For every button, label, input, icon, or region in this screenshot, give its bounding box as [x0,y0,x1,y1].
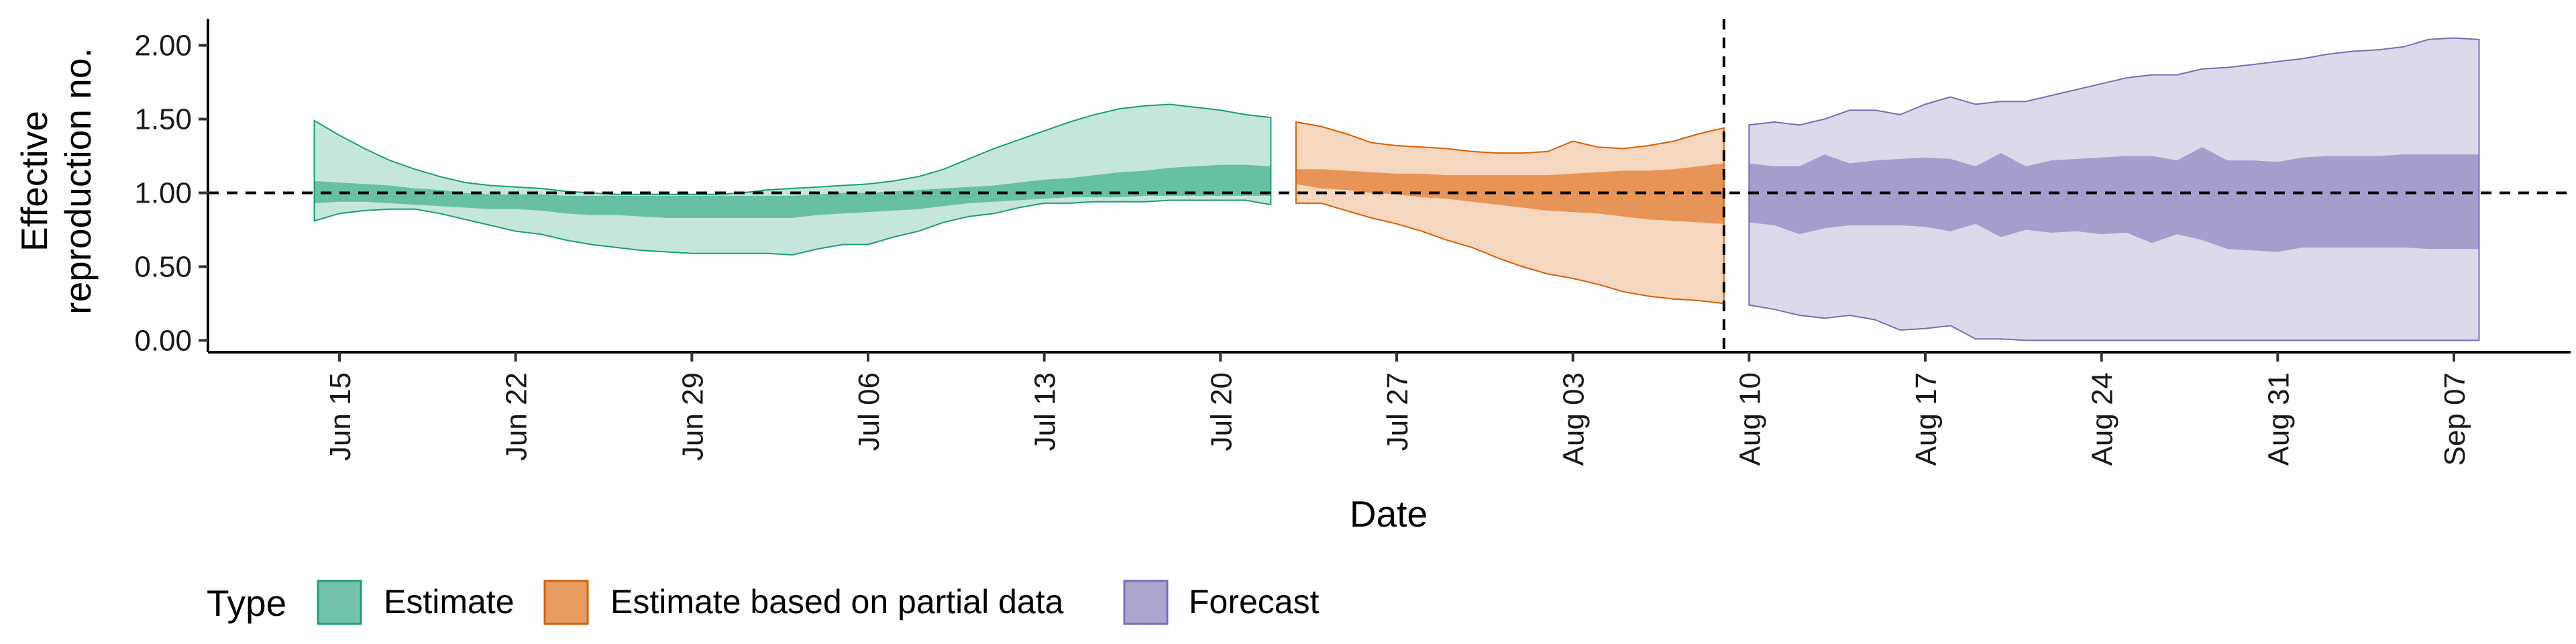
x-tick-label: Jun 15 [324,372,357,461]
y-tick-label: 1.00 [134,176,192,209]
y-tick-label: 2.00 [134,30,192,62]
legend: Type Estimate Estimate based on partial … [207,580,1320,625]
x-tick-label: Sep 07 [2438,372,2471,466]
x-tick-label: Jun 29 [676,372,709,461]
x-axis-label: Date [1350,493,1428,535]
x-tick-label: Aug 10 [1733,372,1766,466]
x-tick-label: Jun 22 [500,372,533,461]
y-axis-label-line1: Effective [13,111,55,252]
x-tick-label: Aug 03 [1558,372,1591,466]
x-axis-ticks: Jun 15 Jun 22 Jun 29 Jul 06 Jul 13 Jul 20 Jul … [324,352,2471,466]
x-tick-label: Jul 06 [853,372,885,451]
band-50-forecast [1749,147,2479,252]
y-tick-label: 1.50 [134,103,192,136]
legend-swatch-forecast [1123,580,1169,625]
band-50-estimate [314,164,1271,218]
y-axis-ticks: 0.00 0.50 1.00 1.50 2.00 [134,30,208,357]
legend-title: Type [207,582,286,624]
x-tick-label: Jul 27 [1381,372,1414,451]
x-tick-label: Aug 17 [1910,372,1943,466]
y-tick-label: 0.50 [134,250,192,283]
x-tick-label: Jul 13 [1029,372,1062,451]
band-90-estimate [313,103,1272,256]
legend-label-forecast: Forecast [1189,583,1320,621]
legend-label-estimate: Estimate [384,583,515,621]
legend-swatch-estimate [317,580,362,625]
x-tick-label: Aug 24 [2086,372,2119,466]
x-tick-label: Aug 31 [2262,372,2295,466]
y-axis-label-line2: reproduction no. [57,48,99,315]
legend-swatch-partial [543,580,589,625]
bands-layer [313,37,2480,341]
x-tick-label: Jul 20 [1205,372,1238,451]
y-tick-label: 0.00 [134,324,192,357]
legend-label-partial: Estimate based on partial data [610,583,1064,621]
axes [207,19,2571,354]
